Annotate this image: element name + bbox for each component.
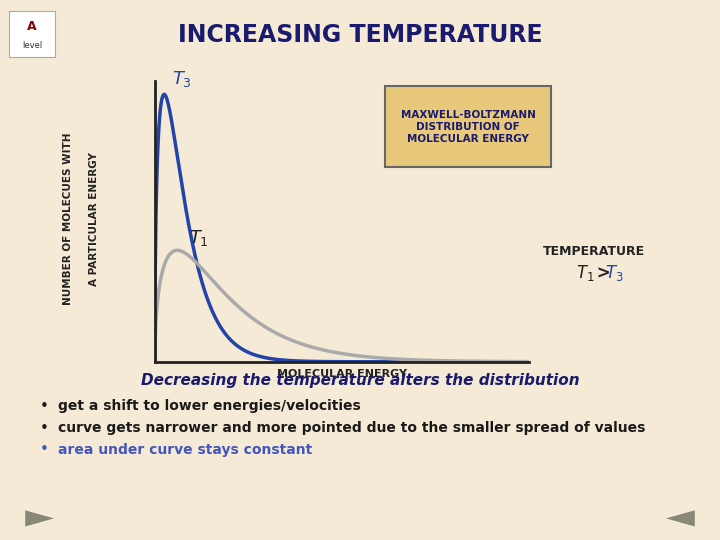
Text: A PARTICULAR ENERGY: A PARTICULAR ENERGY xyxy=(89,152,99,286)
Text: NUMBER OF MOLECUES WITH: NUMBER OF MOLECUES WITH xyxy=(63,132,73,305)
Text: Decreasing the temperature alters the distribution: Decreasing the temperature alters the di… xyxy=(140,373,580,388)
Text: •: • xyxy=(40,442,48,457)
Text: $T_1$: $T_1$ xyxy=(189,228,208,248)
Text: INCREASING TEMPERATURE: INCREASING TEMPERATURE xyxy=(178,23,542,47)
Text: •: • xyxy=(40,421,48,436)
Text: $T_1$: $T_1$ xyxy=(576,262,595,283)
Text: get a shift to lower energies/velocities: get a shift to lower energies/velocities xyxy=(58,399,360,413)
Text: >: > xyxy=(591,264,616,282)
Text: $T_3$: $T_3$ xyxy=(605,262,624,283)
Text: level: level xyxy=(22,40,42,50)
Text: $T_3$: $T_3$ xyxy=(171,69,192,89)
X-axis label: MOLECULAR ENERGY: MOLECULAR ENERGY xyxy=(277,369,407,379)
Text: •: • xyxy=(40,399,48,414)
Text: area under curve stays constant: area under curve stays constant xyxy=(58,443,312,457)
Text: MAXWELL-BOLTZMANN
DISTRIBUTION OF
MOLECULAR ENERGY: MAXWELL-BOLTZMANN DISTRIBUTION OF MOLECU… xyxy=(400,110,536,144)
Text: curve gets narrower and more pointed due to the smaller spread of values: curve gets narrower and more pointed due… xyxy=(58,421,645,435)
Text: A: A xyxy=(27,21,37,33)
Text: TEMPERATURE: TEMPERATURE xyxy=(543,245,645,258)
